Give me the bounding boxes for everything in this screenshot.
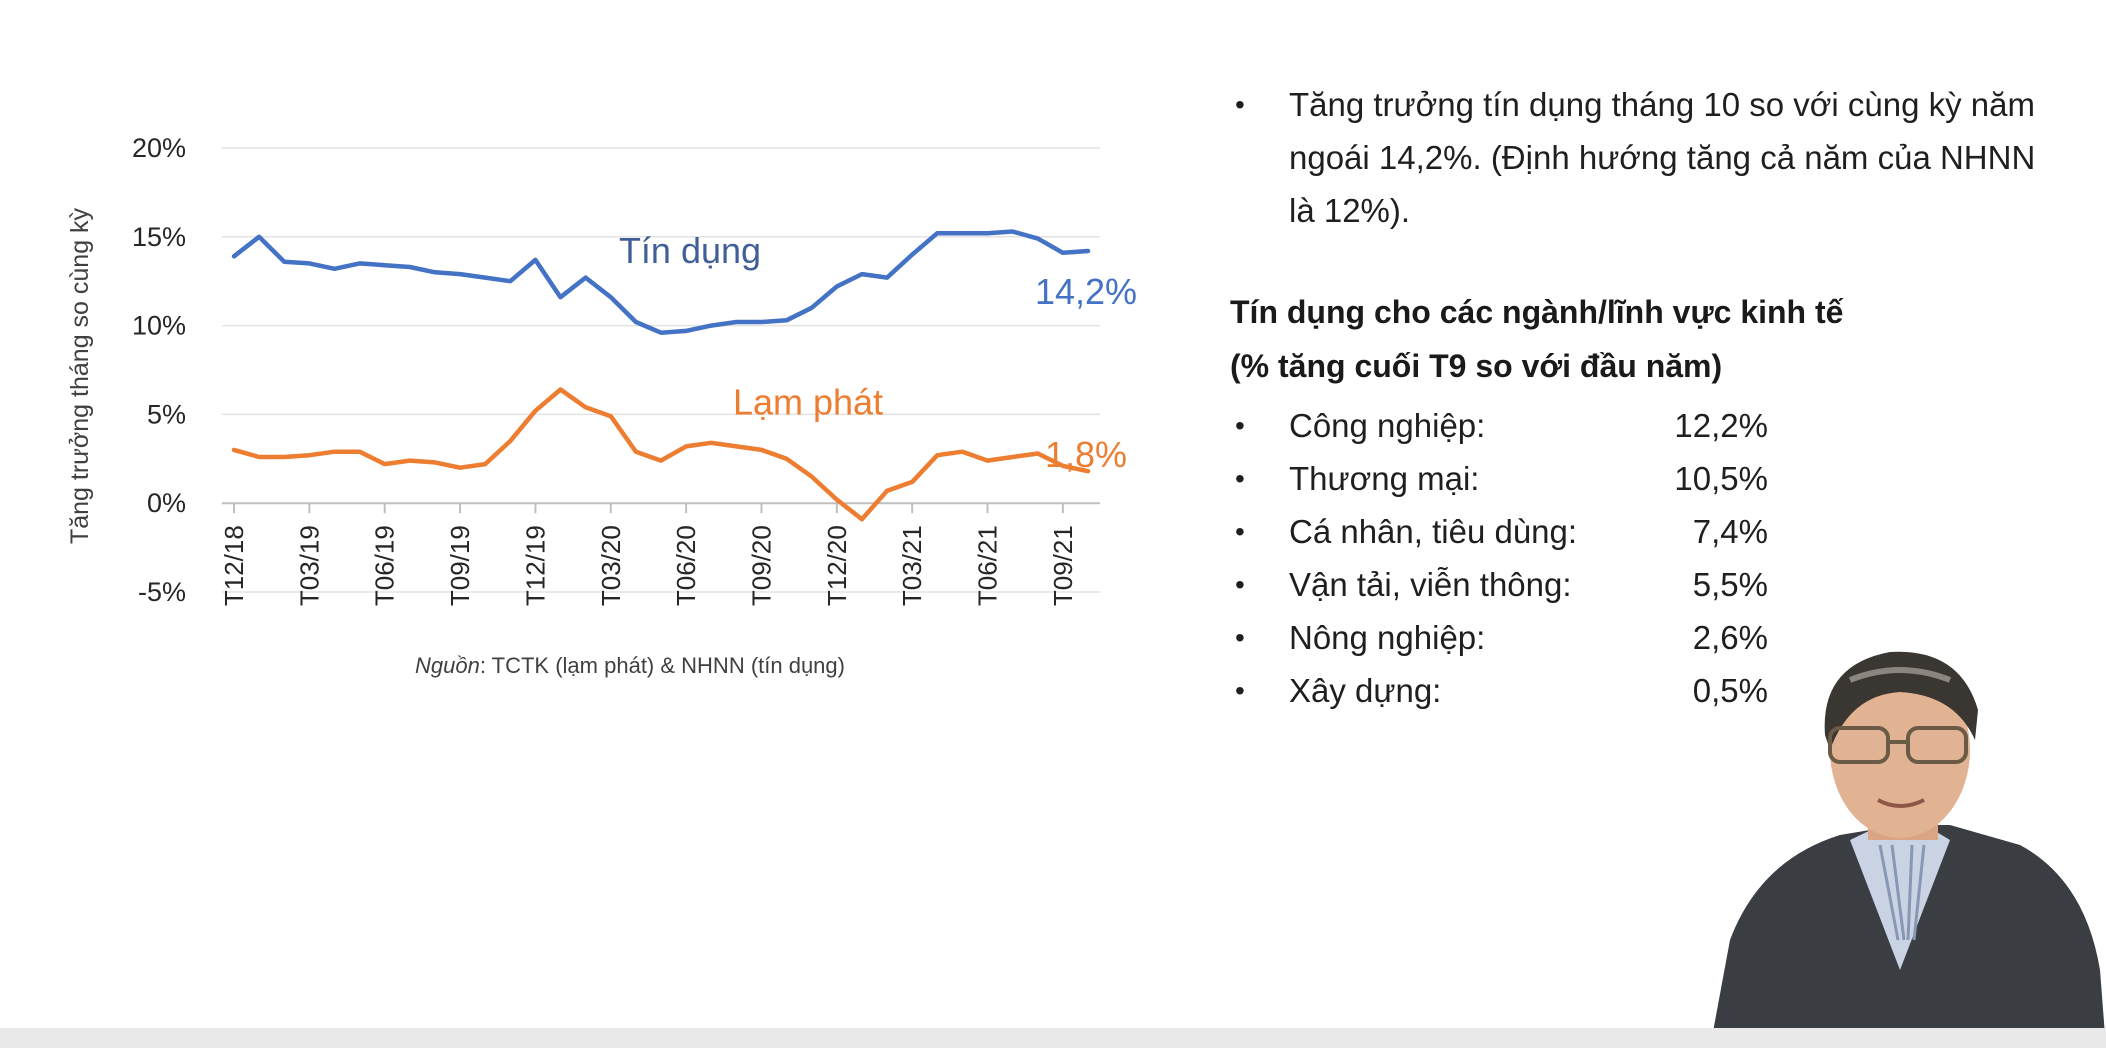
source-prefix: Nguồn bbox=[415, 653, 480, 678]
sector-value: 10,5% bbox=[1674, 460, 1768, 497]
chart-source-note: Nguồn: TCTK (lạm phát) & NHNN (tín dụng) bbox=[350, 653, 910, 679]
sector-value: 12,2% bbox=[1674, 407, 1768, 444]
sector-row: • Vận tải, viễn thông: 5,5% bbox=[1230, 558, 2070, 611]
bullet-glyph: • bbox=[1235, 89, 1245, 120]
sector-value: 2,6% bbox=[1692, 619, 1768, 656]
sector-value: 0,5% bbox=[1692, 672, 1768, 709]
glasses-right-lens bbox=[1906, 726, 1968, 764]
y-tick-label: 0% bbox=[147, 488, 186, 518]
sector-title-line2: (% tăng cuối T9 so với đầu năm) bbox=[1230, 348, 1723, 384]
y-tick-label: -5% bbox=[138, 577, 186, 607]
bottom-bar bbox=[0, 1028, 2106, 1048]
presenter-shirt-stripes bbox=[1878, 844, 1926, 941]
right-text-panel: • Tăng trưởng tín dụng tháng 10 so với c… bbox=[1230, 78, 2070, 717]
y-tick-label: 5% bbox=[147, 399, 186, 429]
series-labels: Tín dụng 14,2% Lạm phát 1,8% bbox=[619, 230, 1137, 475]
x-tick-label: T12/18 bbox=[219, 525, 249, 606]
inflation-credit-line-chart: 20% 15% 10% 5% 0% -5% T12/18 T03/19 T06/19 T09/1… bbox=[66, 133, 1137, 607]
bullet-glyph: • bbox=[1235, 675, 1245, 706]
presenter-mouth bbox=[1877, 798, 1925, 808]
source-text: : TCTK (lạm phát) & NHNN (tín dụng) bbox=[479, 653, 845, 678]
sector-row: • Cá nhân, tiêu dùng: 7,4% bbox=[1230, 505, 2070, 558]
y-axis-ticks: 20% 15% 10% 5% 0% -5% bbox=[132, 133, 186, 607]
sector-name: Công nghiệp: bbox=[1289, 407, 1486, 444]
y-tick-label: 15% bbox=[132, 222, 186, 252]
x-tick-label: T03/21 bbox=[897, 525, 927, 606]
sector-section-title: Tín dụng cho các ngành/lĩnh vực kinh tế … bbox=[1230, 285, 2070, 393]
sector-list: • Công nghiệp: 12,2% • Thương mại: 10,5%… bbox=[1230, 399, 2070, 717]
series-name-label: Tín dụng bbox=[619, 230, 761, 271]
sector-value: 5,5% bbox=[1692, 566, 1768, 603]
x-axis-ticks: T12/18 T03/19 T06/19 T09/19 T12/19 T03/20 T06/… bbox=[219, 503, 1078, 606]
series-line-lam-phat bbox=[231, 387, 1091, 522]
x-tick-label: T06/19 bbox=[370, 525, 400, 606]
bullet-glyph: • bbox=[1235, 410, 1245, 441]
sector-row: • Nông nghiệp: 2,6% bbox=[1230, 611, 2070, 664]
y-axis-label: Tăng trưởng tháng so cùng kỳ bbox=[66, 207, 94, 544]
sector-name: Vận tải, viễn thông: bbox=[1289, 566, 1572, 603]
series-end-label: 1,8% bbox=[1045, 434, 1127, 475]
sector-name: Nông nghiệp: bbox=[1289, 619, 1486, 656]
bullet-glyph: • bbox=[1235, 622, 1245, 653]
sector-name: Cá nhân, tiêu dùng: bbox=[1289, 513, 1578, 550]
x-tick-label: T06/20 bbox=[671, 525, 701, 606]
sector-value: 7,4% bbox=[1692, 513, 1768, 550]
bullet-glyph: • bbox=[1235, 516, 1245, 547]
x-tick-label: T12/19 bbox=[520, 525, 550, 606]
sector-name: Thương mại: bbox=[1289, 460, 1480, 497]
presenter-video-overlay bbox=[1710, 651, 2106, 1048]
x-tick-label: T09/19 bbox=[445, 525, 475, 606]
chart-gridlines bbox=[222, 147, 1100, 593]
sector-row: • Thương mại: 10,5% bbox=[1230, 452, 2070, 505]
presenter-face bbox=[1830, 662, 1970, 838]
sector-row: • Công nghiệp: 12,2% bbox=[1230, 399, 2070, 452]
sector-name: Xây dựng: bbox=[1289, 672, 1442, 709]
x-tick-label: T09/20 bbox=[746, 525, 776, 606]
y-tick-label: 10% bbox=[132, 311, 186, 341]
x-tick-label: T03/19 bbox=[294, 525, 324, 606]
series-name-label: Lạm phát bbox=[733, 381, 883, 422]
x-tick-label: T12/20 bbox=[822, 525, 852, 606]
y-tick-label: 20% bbox=[132, 133, 186, 163]
glasses-left-lens bbox=[1828, 726, 1890, 764]
presenter-hair-grey bbox=[1848, 667, 1952, 683]
sector-title-line1: Tín dụng cho các ngành/lĩnh vực kinh tế bbox=[1230, 294, 1844, 330]
x-tick-label: T03/20 bbox=[596, 525, 626, 606]
bullet-glyph: • bbox=[1235, 463, 1245, 494]
series-end-label: 14,2% bbox=[1035, 271, 1137, 312]
intro-bullet-text: Tăng trưởng tín dụng tháng 10 so với cùn… bbox=[1289, 86, 2036, 229]
intro-bullet: • Tăng trưởng tín dụng tháng 10 so với c… bbox=[1230, 78, 2070, 237]
bullet-glyph: • bbox=[1235, 569, 1245, 600]
chart-series bbox=[231, 229, 1091, 522]
x-tick-label: T06/21 bbox=[973, 525, 1003, 606]
x-tick-label: T09/21 bbox=[1048, 525, 1078, 606]
sector-row: • Xây dựng: 0,5% bbox=[1230, 664, 2070, 717]
series-line-tin-dung bbox=[231, 229, 1091, 335]
